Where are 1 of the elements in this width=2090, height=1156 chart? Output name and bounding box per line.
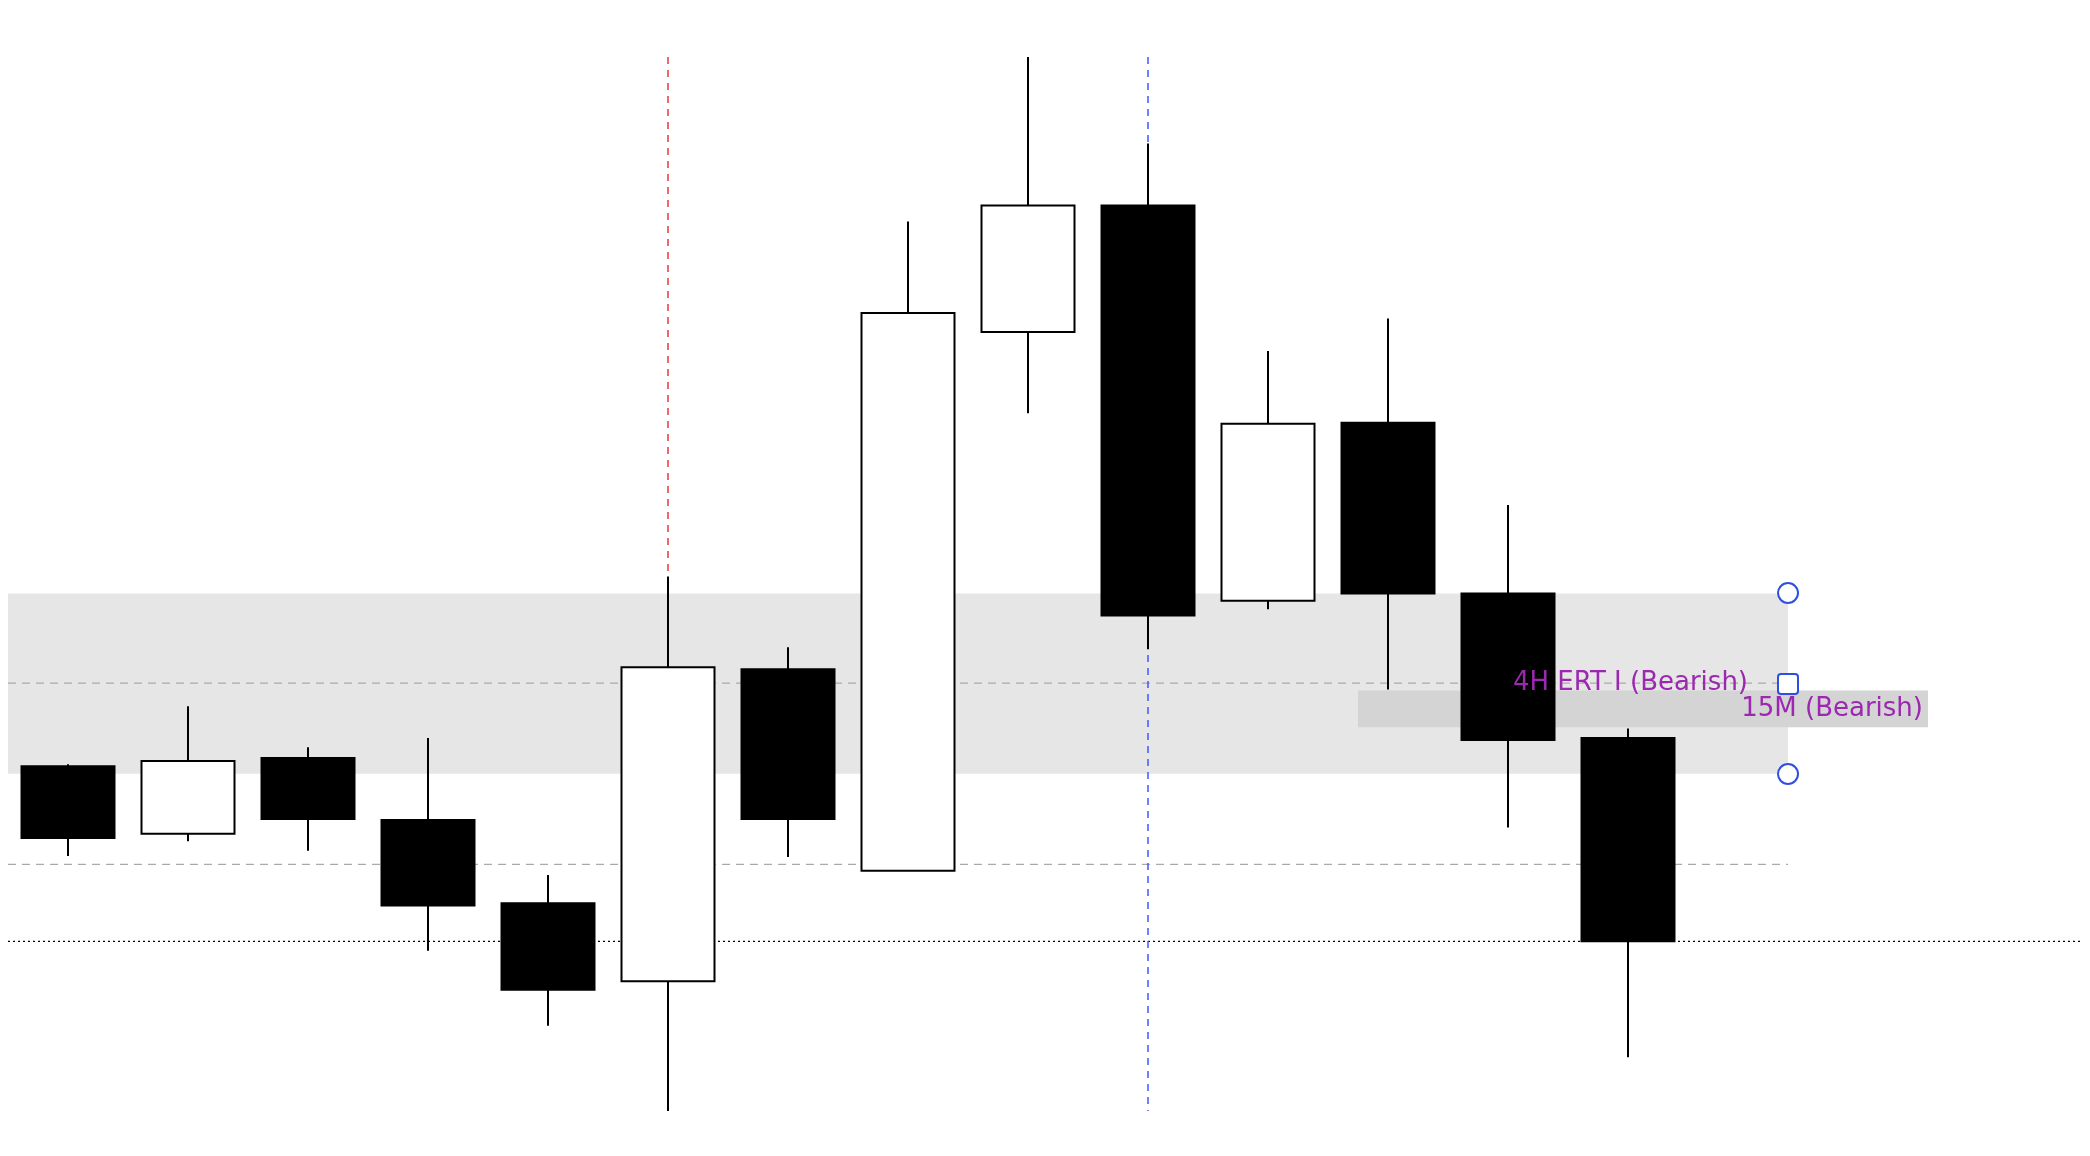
band-label: 4H ERT I (Bearish) bbox=[1512, 666, 1748, 697]
